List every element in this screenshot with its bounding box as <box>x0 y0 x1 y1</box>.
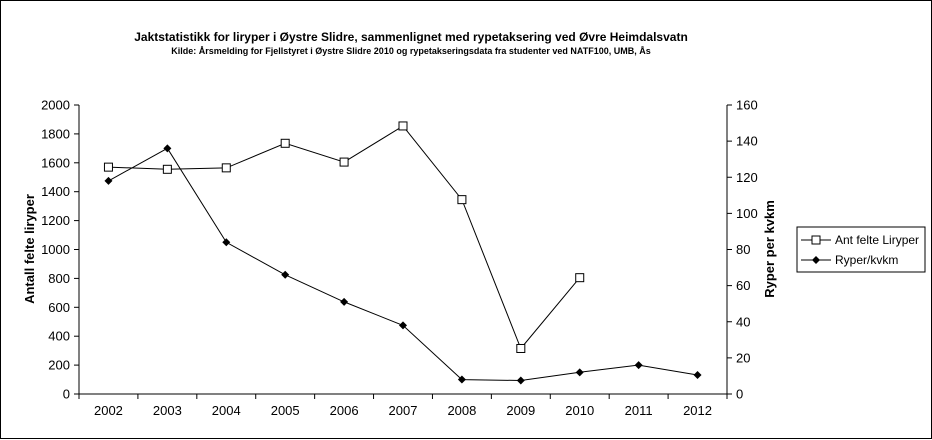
data-point-square <box>457 195 467 205</box>
left-tick-label: 0 <box>63 387 70 402</box>
right-tick-label: 160 <box>736 98 758 113</box>
data-point-square <box>516 343 526 353</box>
data-point-diamond <box>222 238 231 247</box>
chart-title: Jaktstatistikk for liryper i Øystre Slid… <box>134 30 688 44</box>
data-point-diamond <box>693 371 702 380</box>
x-tick-label: 2002 <box>94 403 123 418</box>
series-ant-felte-liryper <box>103 121 585 353</box>
legend-box <box>796 226 926 273</box>
series-layer <box>103 121 702 385</box>
right-tick-label: 20 <box>736 350 750 365</box>
left-axis-ticks: 0 200 400 600 800 1000 1200 1400 1600 1800 2000 <box>41 98 79 402</box>
data-point-diamond <box>516 376 525 385</box>
x-tick-label: 2006 <box>330 403 359 418</box>
left-tick-label: 1800 <box>41 126 70 141</box>
left-axis-title: Antall felte liryper <box>22 194 37 304</box>
right-tick-label: 120 <box>736 170 758 185</box>
right-axis-ticks: 0 20 40 60 80 100 120 140 160 <box>727 98 758 402</box>
x-tick-label: 2009 <box>506 403 535 418</box>
data-point-diamond <box>340 297 349 306</box>
x-tick-label: 2004 <box>212 403 241 418</box>
left-tick-label: 1600 <box>41 155 70 170</box>
data-point-diamond <box>163 144 172 153</box>
data-point-diamond <box>104 176 113 185</box>
data-point-diamond <box>399 321 407 330</box>
x-tick-label: 2003 <box>153 403 182 418</box>
legend-label-ryper: Ryper/kvkm <box>835 253 898 267</box>
right-tick-label: 80 <box>736 242 750 257</box>
right-tick-label: 100 <box>736 206 758 221</box>
x-tick-label: 2007 <box>389 403 418 418</box>
data-point-square <box>280 138 290 148</box>
right-tick-label: 60 <box>736 278 750 293</box>
x-tick-label: 2012 <box>683 403 712 418</box>
legend-marker-square <box>811 235 821 245</box>
left-tick-label: 400 <box>48 329 70 344</box>
data-point-diamond <box>281 270 290 279</box>
right-tick-label: 40 <box>736 314 750 329</box>
legend-marker-diamond <box>812 256 820 264</box>
x-tick-label: 2011 <box>625 403 653 418</box>
left-tick-label: 200 <box>48 358 70 373</box>
left-tick-label: 800 <box>48 271 70 286</box>
left-tick-label: 1200 <box>41 213 70 228</box>
data-point-diamond <box>457 375 466 384</box>
right-tick-label: 0 <box>736 387 743 402</box>
left-tick-label: 1000 <box>41 242 70 257</box>
data-point-square <box>221 163 231 173</box>
right-tick-label: 140 <box>736 134 758 149</box>
x-axis-ticks: 2002 2003 2004 2005 2006 2007 2008 2009 2010 2011… <box>78 394 728 418</box>
left-tick-label: 600 <box>48 300 70 315</box>
left-tick-label: 2000 <box>41 98 70 113</box>
data-point-square <box>339 157 349 167</box>
series-line <box>108 147 698 382</box>
chart-subtitle: Kilde: Årsmelding for Fjellstyret i Øyst… <box>171 46 650 56</box>
left-tick-label: 1400 <box>41 184 70 199</box>
data-point-square <box>398 121 408 131</box>
x-tick-label: 2008 <box>447 403 476 418</box>
legend-label-ant-felte: Ant felte Liryper <box>835 233 919 247</box>
right-axis-title: Ryper per kvkm <box>762 200 777 298</box>
axes <box>78 105 728 395</box>
data-point-square <box>162 164 172 174</box>
legend: Ant felte Liryper Ryper/kvkm <box>796 226 926 273</box>
x-tick-label: 2010 <box>565 403 594 418</box>
data-point-square <box>575 273 585 283</box>
data-point-square <box>103 162 113 172</box>
data-point-diamond <box>634 361 643 370</box>
series-ryper-kvkm <box>104 144 702 385</box>
x-tick-label: 2005 <box>271 403 300 418</box>
data-point-diamond <box>575 368 584 377</box>
